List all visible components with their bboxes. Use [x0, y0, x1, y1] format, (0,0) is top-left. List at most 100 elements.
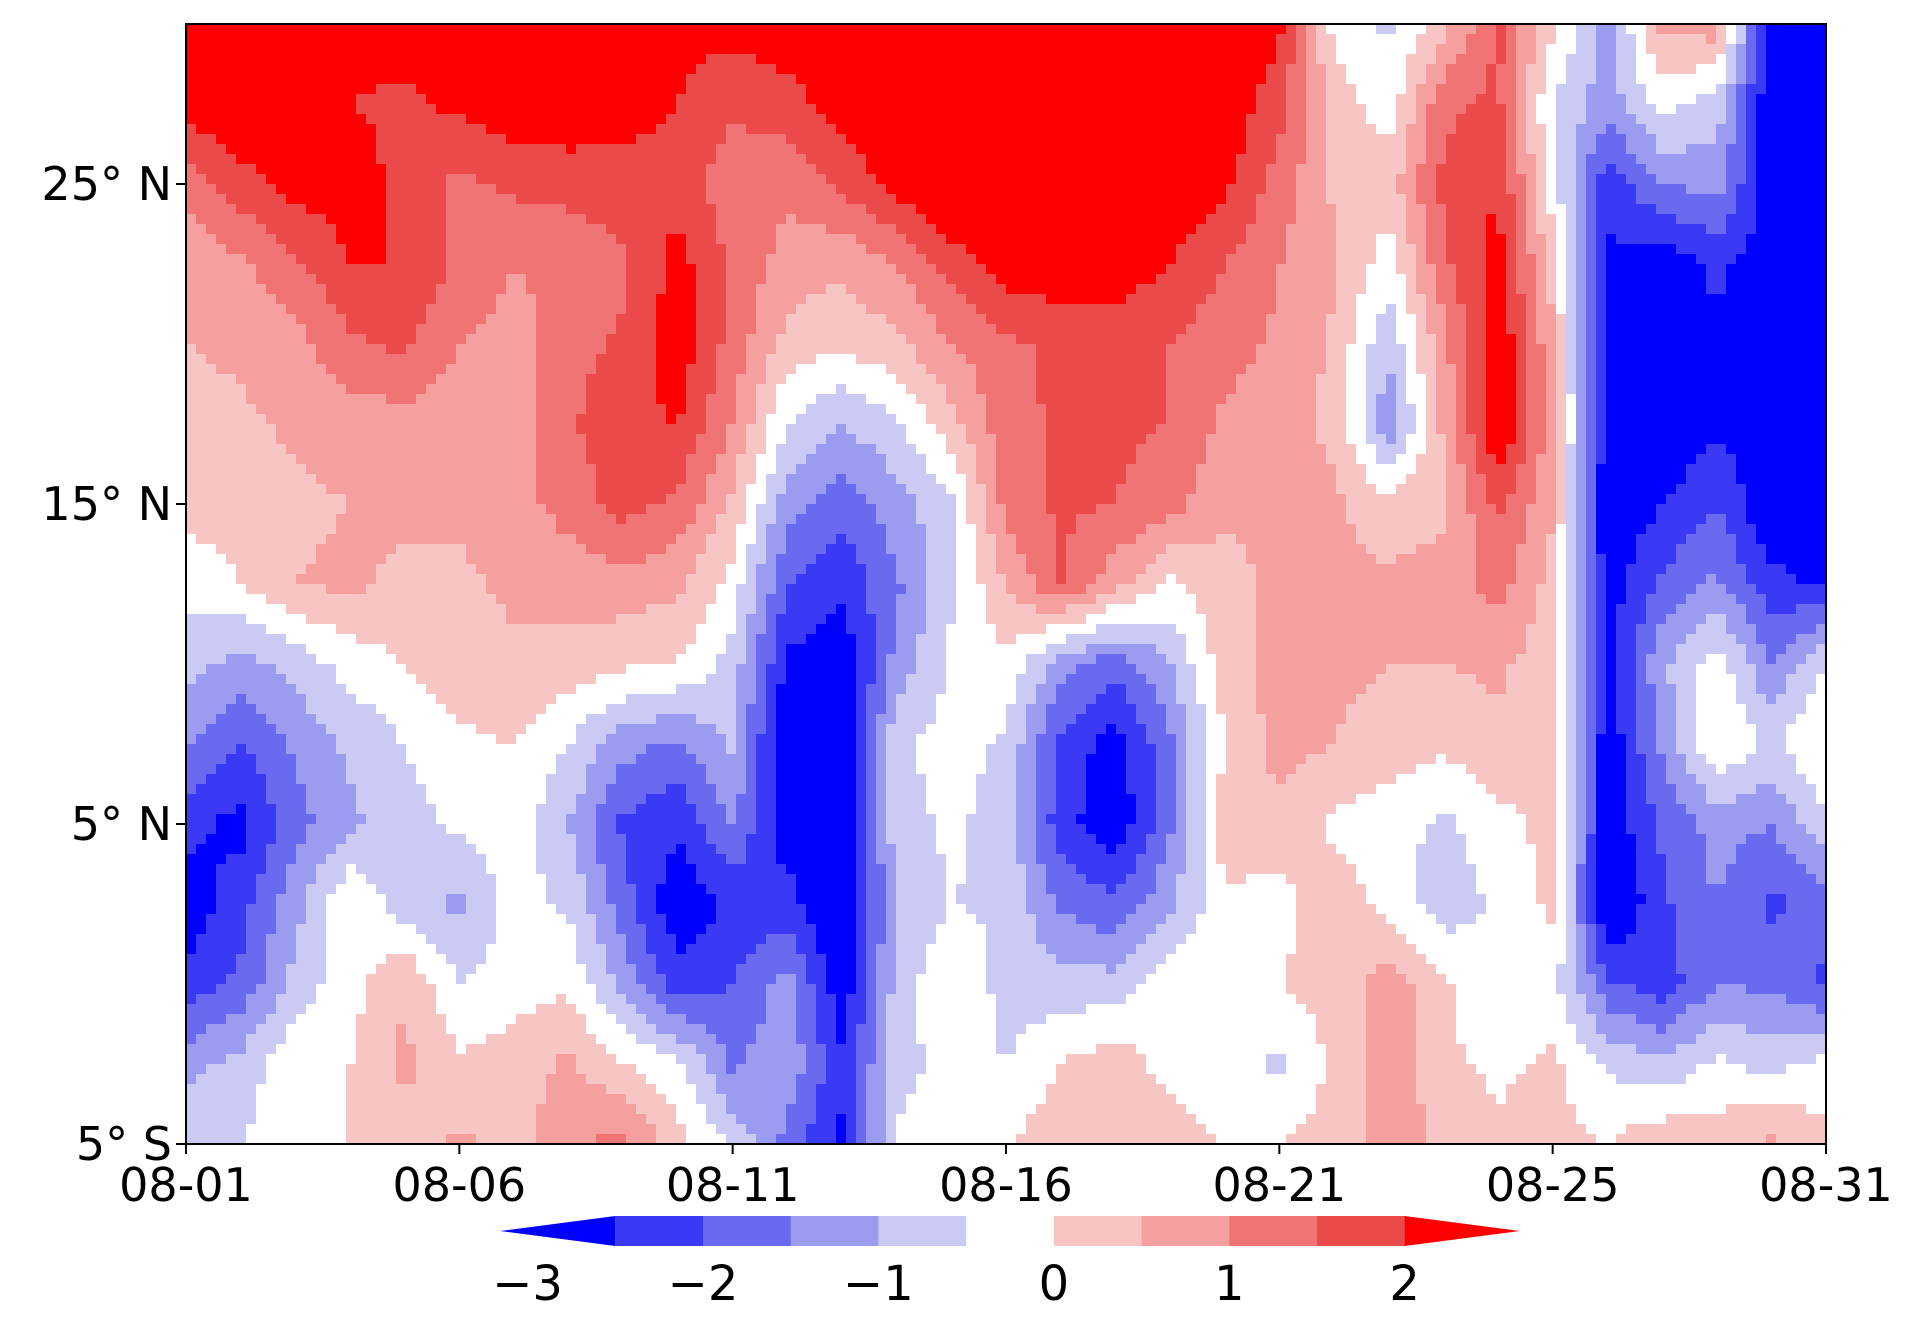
field-cell: [376, 294, 387, 305]
field-cell: [216, 174, 227, 185]
field-cell: [1296, 284, 1307, 295]
field-cell: [1646, 214, 1657, 225]
field-cell: [1086, 224, 1097, 235]
field-cell: [1116, 254, 1127, 265]
field-cell: [996, 284, 1007, 295]
field-cell: [1396, 214, 1407, 225]
field-cell: [946, 184, 957, 195]
field-cell: [1026, 24, 1037, 35]
field-cell: [426, 54, 437, 65]
field-cell: [1476, 74, 1487, 85]
field-cell: [626, 104, 637, 115]
field-cell: [546, 164, 557, 175]
field-cell: [1776, 224, 1787, 235]
field-cell: [496, 274, 507, 285]
field-cell: [1746, 244, 1757, 255]
field-cell: [696, 64, 707, 75]
field-cell: [246, 264, 257, 275]
field-cell: [636, 134, 647, 145]
field-cell: [826, 24, 837, 35]
field-cell: [1166, 164, 1177, 175]
field-cell: [1276, 204, 1287, 215]
field-cell: [1706, 274, 1717, 285]
field-cell: [1356, 44, 1367, 55]
field-cell: [196, 244, 207, 255]
field-cell: [186, 154, 197, 165]
field-cell: [976, 304, 987, 315]
field-cell: [1426, 194, 1437, 205]
field-cell: [226, 164, 237, 175]
field-cell: [226, 304, 237, 315]
field-cell: [1406, 114, 1417, 125]
field-cell: [1376, 144, 1387, 155]
field-cell: [566, 264, 577, 275]
field-cell: [826, 274, 837, 285]
field-cell: [266, 94, 277, 105]
field-cell: [616, 244, 627, 255]
field-cell: [316, 194, 327, 205]
field-cell: [436, 154, 447, 165]
field-cell: [536, 224, 547, 235]
field-cell: [1046, 314, 1057, 325]
field-cell: [1736, 264, 1747, 275]
field-cell: [1526, 264, 1537, 275]
field-cell: [486, 84, 497, 95]
field-cell: [396, 174, 407, 185]
field-cell: [516, 64, 527, 75]
field-cell: [766, 24, 777, 35]
field-cell: [1476, 134, 1487, 145]
field-cell: [326, 44, 337, 55]
field-cell: [646, 174, 657, 185]
field-cell: [1666, 304, 1677, 315]
field-cell: [1046, 144, 1057, 155]
field-cell: [266, 274, 277, 285]
field-cell: [436, 304, 447, 315]
field-cell: [746, 314, 757, 325]
field-cell: [1416, 244, 1427, 255]
field-cell: [1056, 104, 1067, 115]
field-cell: [426, 204, 437, 215]
field-cell: [1746, 34, 1757, 45]
field-cell: [1196, 104, 1207, 115]
field-cell: [1326, 184, 1337, 195]
field-cell: [936, 154, 947, 165]
field-cell: [966, 194, 977, 205]
field-cell: [1376, 114, 1387, 125]
field-cell: [236, 124, 247, 135]
field-cell: [1226, 214, 1237, 225]
field-cell: [1426, 304, 1437, 315]
field-cell: [1376, 64, 1387, 75]
field-cell: [916, 74, 927, 85]
field-cell: [1686, 194, 1697, 205]
field-cell: [1096, 44, 1107, 55]
field-cell: [326, 114, 337, 125]
field-cell: [1506, 84, 1517, 95]
field-cell: [256, 194, 267, 205]
field-cell: [386, 214, 397, 225]
field-cell: [806, 254, 817, 265]
field-cell: [1376, 124, 1387, 135]
field-cell: [1816, 194, 1827, 205]
field-cell: [276, 84, 287, 95]
field-cell: [1316, 44, 1327, 55]
field-cell: [1176, 104, 1187, 115]
field-cell: [1156, 284, 1167, 295]
field-cell: [1676, 164, 1687, 175]
field-cell: [1556, 284, 1567, 295]
field-cell: [1346, 24, 1357, 35]
field-cell: [746, 294, 757, 305]
field-cell: [1026, 184, 1037, 195]
field-cell: [1156, 204, 1167, 215]
field-cell: [1626, 134, 1637, 145]
field-cell: [386, 24, 397, 35]
field-cell: [566, 274, 577, 285]
field-cell: [246, 64, 257, 75]
field-cell: [216, 184, 227, 195]
field-cell: [706, 154, 717, 165]
field-cell: [1516, 94, 1527, 105]
field-cell: [956, 184, 967, 195]
field-cell: [996, 64, 1007, 75]
field-cell: [1546, 94, 1557, 105]
field-cell: [346, 74, 357, 85]
field-cell: [506, 234, 517, 245]
